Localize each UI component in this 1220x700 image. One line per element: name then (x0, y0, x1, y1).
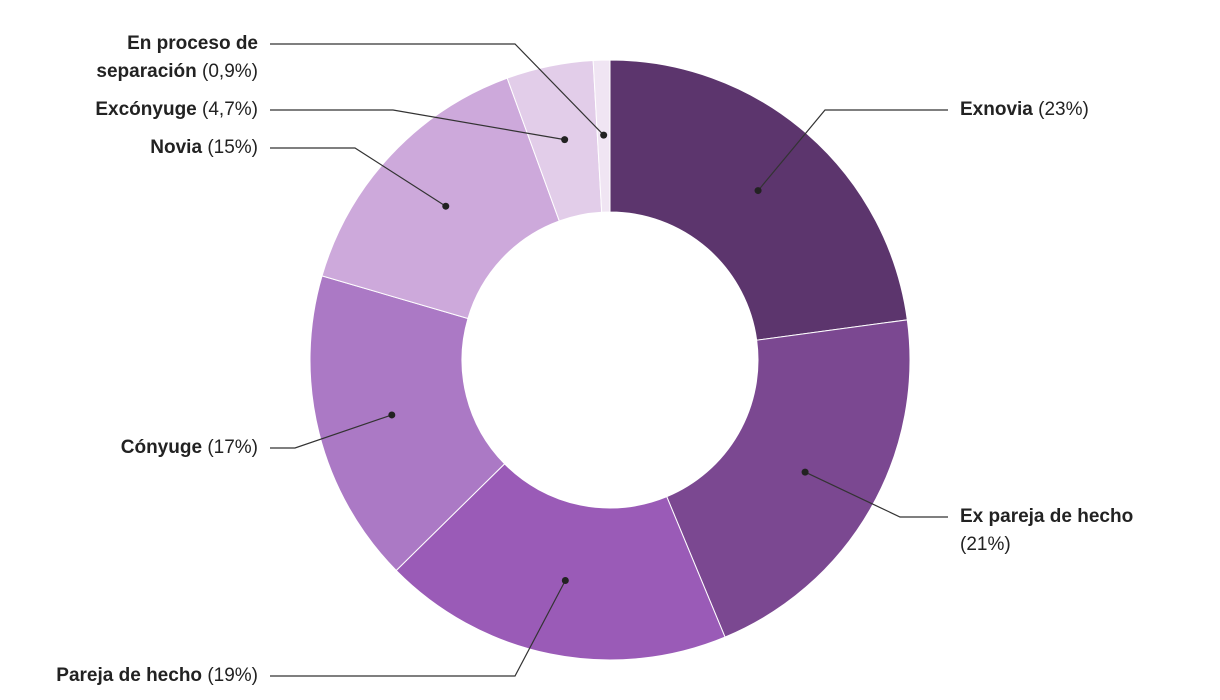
label-name: Ex pareja de hecho (960, 506, 1134, 527)
leader-line (804, 471, 948, 518)
label-value: (19%) (207, 665, 258, 686)
slice (609, 59, 908, 341)
label-name: Cónyuge (120, 437, 203, 458)
label-value: (4,7%) (202, 99, 258, 120)
leader-dot (600, 131, 608, 139)
slice (309, 275, 506, 572)
leader-line (270, 414, 393, 449)
slice-label: En proceso de separación (0,9%) (58, 30, 258, 86)
label-value: (17%) (207, 437, 258, 458)
label-value: (21%) (960, 534, 1011, 555)
leader-line (270, 580, 566, 677)
slice-label: Novia (15%) (0, 134, 258, 162)
leader-dot (561, 577, 569, 585)
label-value: (23%) (1038, 99, 1089, 120)
label-name: Pareja de hecho (56, 665, 203, 686)
slice-label: Exnovia (23%) (960, 96, 1220, 124)
label-value: (15%) (207, 137, 258, 158)
label-name: Novia (150, 137, 203, 158)
slice-label: Pareja de hecho (19%) (0, 662, 258, 690)
label-value: (0,9%) (202, 61, 258, 82)
leader-line (270, 147, 447, 207)
leader-line (757, 109, 948, 191)
slice-label: Cónyuge (17%) (0, 434, 258, 462)
leader-dot (442, 202, 450, 210)
slice (395, 463, 726, 661)
leader-dot (754, 187, 762, 195)
leader-dot (388, 411, 396, 419)
leader-line (270, 109, 565, 141)
label-name: En proceso de separación (96, 33, 258, 82)
slice-label: Excónyuge (4,7%) (0, 96, 258, 124)
label-name: Excónyuge (95, 99, 197, 120)
leader-line (270, 43, 605, 136)
slice (666, 319, 911, 638)
slice-label: Ex pareja de hecho (21%) (960, 503, 1175, 559)
leader-dot (561, 136, 569, 144)
slice (321, 77, 560, 320)
label-name: Exnovia (960, 99, 1033, 120)
leader-dot (801, 468, 809, 476)
